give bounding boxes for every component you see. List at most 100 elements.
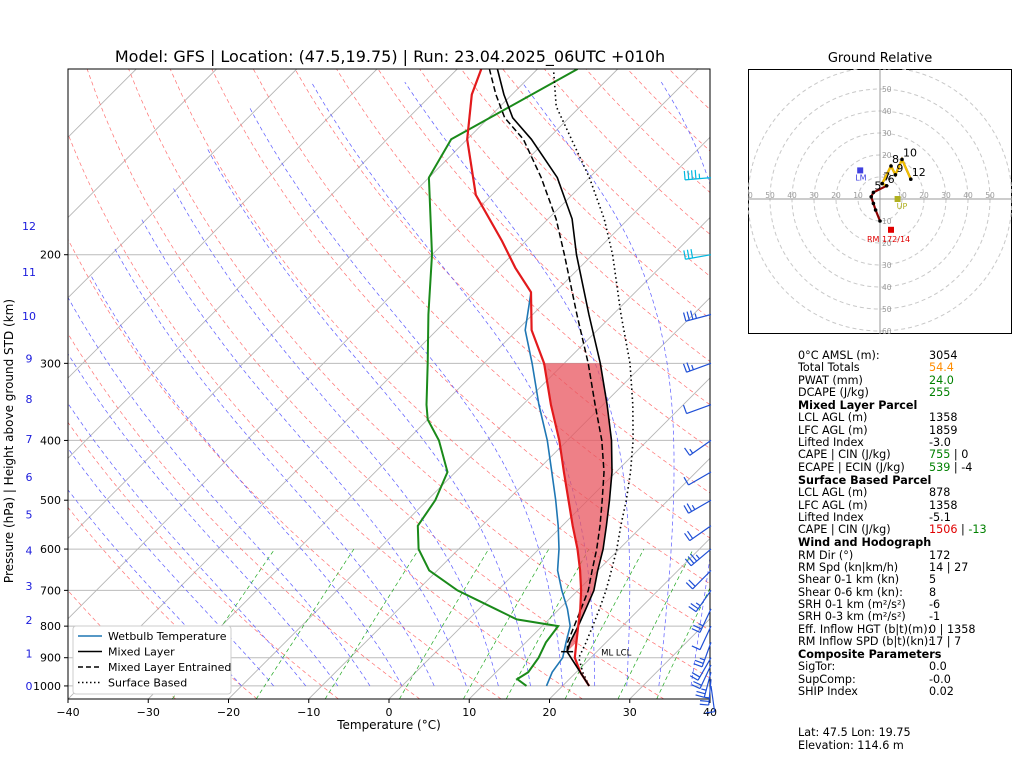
param-row: DCAPE (J/kg) 255 — [798, 386, 1013, 399]
wind-barb-flag — [691, 684, 701, 690]
wind-barb-flag — [690, 310, 694, 320]
moist-adiabat — [248, 106, 563, 686]
ml-cape-row: CAPE | CIN (J/kg) 755 | 0 — [798, 448, 969, 462]
param-value: -6 — [929, 597, 941, 611]
wind-barb-flag — [686, 503, 693, 512]
wind-barb — [685, 313, 712, 322]
param-value: -1 — [929, 610, 941, 624]
wind-barb-half — [699, 657, 705, 661]
x-tick-label: 0 — [386, 706, 393, 719]
mixing-ratio-line — [324, 548, 420, 699]
wind-barb — [686, 404, 712, 415]
wind-barb-flag — [694, 169, 697, 180]
wind-heading: Wind and Hodograph — [798, 536, 932, 550]
param-value: 8 — [929, 585, 937, 599]
wind-barb-flag — [686, 249, 690, 259]
hodo-grid: 60 50 40 30 20 10 10 20 30 40 50 10 10 20 20 30 30 40 40 50… — [748, 69, 1012, 334]
hodo-tick-label: 10 — [853, 191, 863, 200]
isotherm-line — [68, 69, 378, 379]
pressure-tick-label: 600 — [40, 543, 61, 556]
wind-barb-flag — [694, 659, 704, 664]
param-row: 0°C AMSL (m): 3054 — [798, 349, 1013, 362]
param-value: -0.0 — [929, 672, 951, 686]
moist-adiabat — [68, 402, 307, 687]
param-row: SRH 0-3 km (m²/s²) -1 — [798, 610, 1013, 624]
x-tick-label: −30 — [137, 706, 160, 719]
param-label: LFC AGL (m) — [798, 498, 868, 512]
parameters-panel: 0°C AMSL (m): 3054 Total Totals 54.4 PWAT (m… — [798, 349, 1013, 699]
wind-barb — [689, 525, 712, 542]
param-label: Lifted Index — [798, 510, 864, 524]
param-row: RM Spd (kn|km/h) 14 | 27 — [798, 561, 1013, 574]
param-row: Lifted Index -5.1 — [798, 510, 1013, 524]
wind-barb-flag — [682, 404, 688, 414]
mixing-ratio-line — [255, 548, 355, 699]
wind-barb — [688, 471, 712, 486]
param-value: -13 — [968, 523, 987, 537]
wind-barb-half — [691, 364, 694, 370]
hodo-tick-label: 20 — [919, 191, 929, 200]
wind-barb-flag — [691, 672, 701, 678]
wind-barb-flag — [686, 311, 690, 321]
wind-barb — [710, 685, 716, 712]
dry-adiabat — [128, 69, 710, 679]
x-tick-label: 20 — [543, 706, 557, 719]
hodo-marker-label: LM — [855, 173, 866, 182]
x-tick-label: −40 — [56, 706, 79, 719]
hodo-vtick-label: 20 — [882, 151, 892, 160]
legend: Wetbulb Temperature Mixed Layer Mixed Laye… — [72, 625, 232, 695]
param-value: 0 — [961, 448, 969, 462]
hodo-tick-label: 60 — [748, 191, 753, 200]
wind-barb — [699, 664, 712, 689]
param-label: LCL AGL (m) — [798, 411, 868, 425]
height-tick-label: 9 — [26, 352, 33, 365]
wind-barb-flag — [695, 694, 705, 698]
x-tick-label: 10 — [462, 706, 476, 719]
hodo-vtick-label: 60 — [882, 327, 892, 334]
param-row: Eff. Inflow HGT (b|t)(m): 0 | 1358 — [798, 623, 1013, 636]
hodo-marker-label: UP — [897, 202, 908, 211]
wind-barb — [690, 548, 712, 567]
hodo-vtick-label: 50 — [882, 85, 892, 94]
param-label: RM Inflow SPD (b|t)(kn): — [798, 634, 933, 648]
isotherm-line — [68, 69, 298, 299]
param-row: LFC AGL (m) 1358 — [798, 498, 1013, 512]
wind-barb — [703, 672, 712, 698]
footer-elevation: Elevation: 114.6 m — [798, 739, 904, 752]
hodo-marker-up — [894, 196, 901, 202]
hodo-point — [880, 181, 884, 186]
wind-barb-flag — [691, 645, 701, 651]
param-label: SupComp: — [798, 672, 856, 686]
hodo-marker-label: RM 172/14 — [867, 235, 910, 244]
param-value: 0.02 — [929, 685, 954, 699]
wind-barb — [699, 625, 712, 650]
param-value: 539 — [929, 460, 951, 474]
height-tick-label: 6 — [26, 471, 33, 484]
hodo-tick-label: 50 — [985, 191, 995, 200]
moist-adiabat — [404, 81, 631, 686]
param-value: 755 — [929, 448, 951, 462]
isotherm-line — [388, 377, 710, 699]
wind-barb — [685, 254, 712, 260]
height-tick-label: 8 — [26, 393, 33, 406]
moist-adiabat — [113, 247, 435, 687]
moist-adiabat — [68, 353, 339, 687]
wind-barb — [701, 642, 712, 668]
param-label: Total Totals — [798, 361, 860, 375]
hodo-point — [893, 173, 898, 177]
y-axis-label: Pressure (hPa) | Height above ground STD… — [2, 299, 16, 583]
composite-heading: Composite Parameters — [798, 648, 942, 662]
wind-barb-flag — [687, 530, 694, 539]
wind-barb-half — [691, 504, 696, 510]
hodo-point — [871, 201, 876, 206]
wind-barb-flag — [688, 606, 697, 613]
param-value: 54.4 — [929, 361, 954, 375]
pressure-tick-label: 1000 — [33, 680, 61, 693]
param-row: RM Dir (°) 172 — [798, 549, 1013, 562]
isotherm-line — [68, 69, 538, 540]
hodo-height-label: 12 — [912, 166, 926, 179]
ml-entrained-line — [488, 69, 605, 652]
isotherm-line — [308, 297, 710, 699]
dewpoint-line — [416, 69, 579, 687]
hodo-point — [869, 195, 873, 199]
